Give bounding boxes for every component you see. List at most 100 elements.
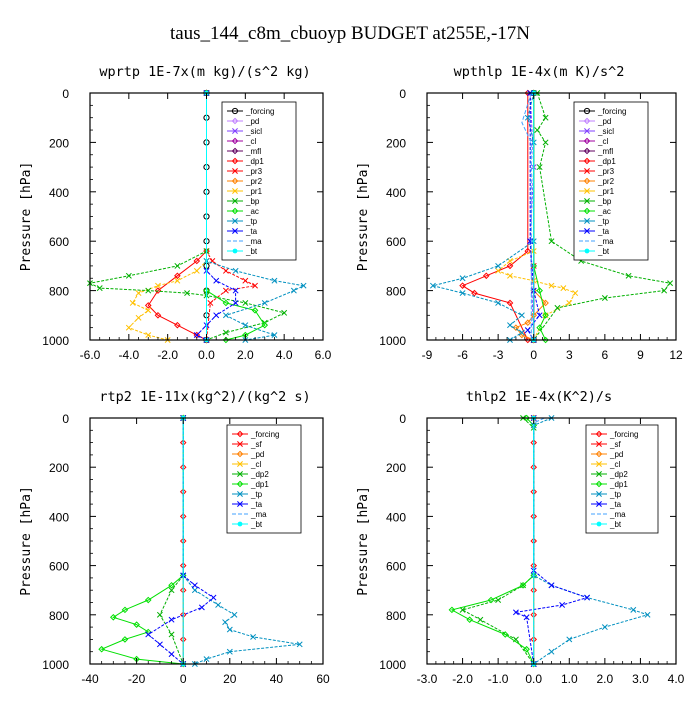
legend-marker: [583, 117, 591, 125]
series-point-ta: [156, 641, 163, 648]
legend-entry: _bt: [597, 247, 610, 256]
series-point-dp1: [506, 299, 514, 307]
y-tick-label: 400: [386, 186, 406, 200]
series-point-tp: [222, 619, 229, 626]
series-point-ta: [145, 631, 152, 638]
x-tick-label: -9: [422, 348, 433, 362]
legend-marker: [595, 450, 603, 458]
legend-entry: _cl: [609, 460, 620, 469]
legend-entry: _tp: [250, 490, 263, 499]
figure-title: taus_144_c8m_cbuoyp BUDGET at255E,-17N: [170, 23, 530, 44]
series-line-ta: [147, 418, 215, 665]
series-point-tp: [459, 275, 466, 282]
legend-marker: [236, 450, 244, 458]
series-point-pr2: [524, 319, 532, 327]
series-point-dp1: [487, 596, 495, 604]
series-point-ac: [261, 321, 269, 329]
legend: _forcing_sf_pd_cl_dp2_dp1_tp_ta_ma_bt: [585, 424, 659, 534]
legend-entry: _ma: [250, 510, 267, 519]
legend-entry: _pr2: [597, 177, 615, 186]
series-point-tp: [644, 611, 651, 618]
y-tick-label: 400: [386, 510, 406, 524]
series-point-dp1: [144, 596, 152, 604]
series-line-pr1: [497, 93, 576, 341]
legend-entry: _pd: [609, 450, 623, 459]
legend-marker: [231, 147, 239, 155]
series-point-bp: [625, 272, 632, 279]
legend-entry: _pr2: [245, 177, 263, 186]
legend-marker: [583, 207, 591, 215]
plot-panels: wprtp 1E-7x(m kg)/(s^2 kg) Pressure [hPa]…: [19, 64, 685, 686]
y-tick-label: 200: [386, 461, 406, 475]
legend-entry: _bp: [245, 197, 260, 206]
series-point-tp: [215, 602, 222, 608]
y-tick-label: 1000: [42, 658, 69, 672]
legend-entry: _tp: [245, 217, 258, 226]
series-point-dp2: [512, 636, 519, 643]
series-point-ta: [524, 327, 531, 334]
series-point-ac: [536, 324, 543, 331]
x-tick-label: -1.0: [488, 672, 509, 686]
series-line-dp2: [461, 417, 535, 665]
series-point-tp: [191, 587, 198, 594]
series-point-dp1: [501, 631, 509, 638]
legend-marker: [595, 430, 603, 438]
legend-marker: [583, 107, 591, 115]
legend-marker: [232, 198, 238, 204]
legend-entry: _cl: [250, 460, 261, 469]
legend-entry: _mfl: [245, 147, 261, 156]
series-point-tp: [242, 322, 249, 329]
y-tick-label: 800: [386, 285, 406, 299]
series-point-tp: [518, 312, 525, 319]
y-tick-label: 0: [62, 87, 69, 101]
series-line-dp2: [159, 418, 184, 665]
legend-entry: _sf: [609, 440, 621, 449]
y-tick-label: 400: [49, 510, 69, 524]
series-point-bp: [96, 285, 103, 292]
x-tick-label: -40: [81, 672, 99, 686]
series-point-tp: [203, 656, 210, 663]
x-tick-label: 3: [566, 348, 573, 362]
series-point-bp: [601, 295, 608, 301]
plot-panel-2: wpthlp 1E-4x(m K)/s^2 Pressure [hPa] -9 -6 -…: [356, 64, 683, 362]
legend-marker: [596, 471, 602, 477]
series-point-pr1: [135, 290, 142, 297]
series-point-tp: [271, 332, 278, 339]
series-line-ma: [533, 417, 545, 664]
series-line-ac: [533, 93, 547, 341]
series-point-tp: [271, 277, 278, 284]
series-point-tp: [507, 322, 513, 329]
x-tick-label: 2.0: [237, 348, 254, 362]
series-point-pr1: [145, 307, 152, 314]
series-line-ma: [521, 92, 532, 340]
series-point-bp: [145, 287, 152, 294]
series-point-tp: [459, 290, 466, 297]
series-point-bp: [125, 272, 132, 279]
series-point-dp2: [156, 611, 163, 618]
series-point-bp: [554, 304, 561, 311]
series-point-bp: [534, 127, 541, 134]
series-point-pr1: [129, 299, 136, 306]
series-point-dp2: [495, 597, 502, 603]
legend-entry: _ac: [597, 207, 611, 216]
legend-entry: _dp2: [250, 470, 269, 479]
series-point-bp: [281, 309, 288, 316]
series-point-ac: [222, 336, 230, 344]
x-tick-label: 9: [637, 348, 644, 362]
legend-entry: _cl: [245, 137, 256, 146]
legend-entry: _dp1: [609, 480, 628, 489]
series-point-bp: [667, 280, 674, 287]
legend-marker: [596, 461, 602, 467]
series-point-pr2: [512, 324, 520, 331]
legend-entry: _forcing: [245, 107, 274, 116]
x-tick-label: 0: [530, 348, 537, 362]
legend-marker: [583, 177, 591, 185]
y-tick-label: 600: [49, 560, 69, 574]
series-point-pr1: [560, 285, 567, 292]
series-group: [448, 414, 651, 668]
legend-entry: _pd: [245, 117, 259, 126]
legend-entry: _pr3: [245, 167, 263, 176]
legend-entry: _tp: [609, 490, 622, 499]
x-tick-label: -4.0: [118, 348, 139, 362]
